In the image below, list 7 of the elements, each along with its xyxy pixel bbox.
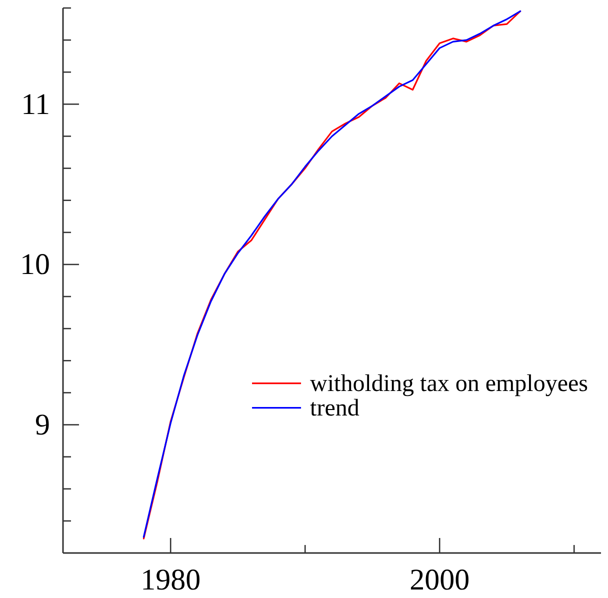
x-tick-label: 2000	[410, 564, 470, 596]
legend-label: trend	[310, 395, 360, 422]
y-tick-label: 9	[35, 408, 50, 442]
y-tick-label: 11	[21, 88, 50, 121]
y-tick-label: 10	[20, 248, 50, 282]
x-tick-label: 1980	[140, 564, 201, 596]
legend-label: witholding tax on employees	[310, 370, 588, 397]
